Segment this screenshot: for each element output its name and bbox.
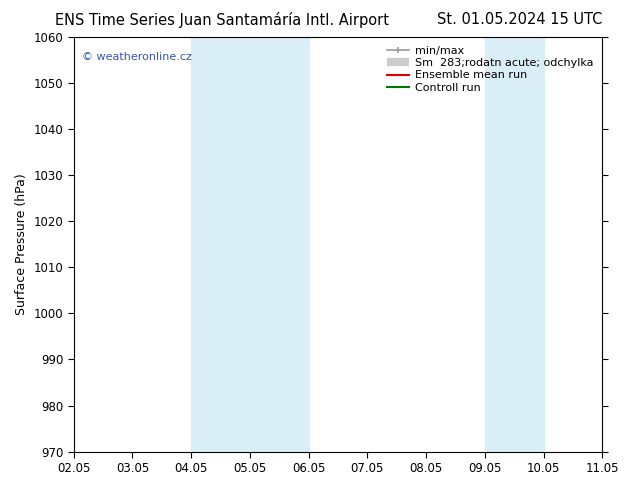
Bar: [191, 37, 309, 452]
Y-axis label: Surface Pressure (hPa): Surface Pressure (hPa): [15, 173, 28, 315]
Text: © weatheronline.cz: © weatheronline.cz: [82, 51, 191, 62]
Text: ENS Time Series Juan Santamáría Intl. Airport: ENS Time Series Juan Santamáría Intl. Ai…: [55, 12, 389, 28]
Bar: [485, 37, 543, 452]
Legend: min/max, Sm  283;rodatn acute; odchylka, Ensemble mean run, Controll run: min/max, Sm 283;rodatn acute; odchylka, …: [384, 43, 597, 96]
Text: St. 01.05.2024 15 UTC: St. 01.05.2024 15 UTC: [437, 12, 602, 27]
